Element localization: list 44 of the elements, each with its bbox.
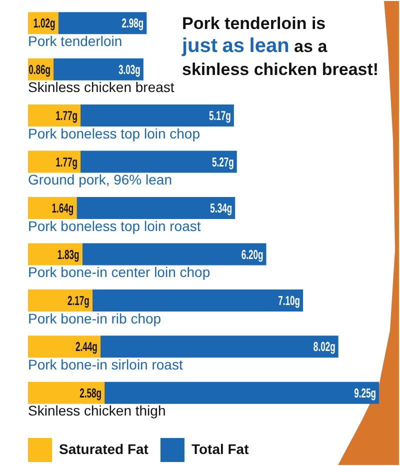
bar (80, 150, 237, 173)
data-label: 0.86g (28, 63, 51, 78)
data-label: 1.77g (56, 156, 78, 170)
bar (54, 58, 144, 80)
data-label: 2.44g (75, 340, 98, 355)
data-label: 2.17g (67, 294, 90, 309)
y-tick-label: Pork bone-in sirloin roast (28, 356, 183, 373)
y-tick-label: Pork bone-in rib chop (28, 310, 162, 326)
bar (28, 289, 92, 312)
y-tick-label: Skinless chicken thigh (28, 402, 166, 419)
y-tick-label: Skinless chicken breast (28, 79, 174, 96)
data-label: 6.20g (241, 248, 264, 262)
data-label: 7.10g (278, 294, 300, 309)
y-tick-label: Pork tenderloin (28, 32, 122, 49)
data-label: 1.02g (33, 17, 56, 32)
y-tick-label: Pork boneless top loin chop (28, 125, 200, 142)
data-label: 2.98g (122, 17, 144, 32)
bar (58, 12, 147, 34)
data-label: 5.34g (210, 202, 232, 216)
bar (28, 382, 105, 404)
y-tick-label: Pork bone-in center loin chop (28, 264, 210, 280)
y-tick-label: Pork boneless top loin roast (28, 218, 201, 234)
bar (82, 243, 266, 266)
bar (104, 382, 379, 404)
data-label: 5.27g (212, 156, 234, 170)
data-label: 3.03g (118, 63, 140, 78)
legend-label: Total Fat (191, 440, 250, 457)
data-label: 8.02g (313, 340, 336, 355)
legend-label: Saturated Fat (59, 440, 149, 457)
data-label: 2.58g (80, 386, 102, 402)
data-label: 5.17g (208, 110, 231, 124)
bar (80, 104, 234, 127)
data-label: 1.64g (52, 202, 74, 216)
y-tick-label: Ground pork, 96% lean (28, 172, 172, 188)
bar (28, 336, 100, 358)
bar (76, 197, 236, 219)
data-label: 1.77g (56, 110, 78, 124)
data-label: 1.83g (57, 248, 80, 262)
data-label: 9.25g (354, 386, 376, 402)
bar (28, 104, 81, 127)
bar (100, 336, 338, 358)
bar (92, 289, 304, 312)
chart-title: Pork tenderloin is just as lean as a skinless chicken breast! (182, 14, 379, 79)
bar (28, 150, 81, 173)
